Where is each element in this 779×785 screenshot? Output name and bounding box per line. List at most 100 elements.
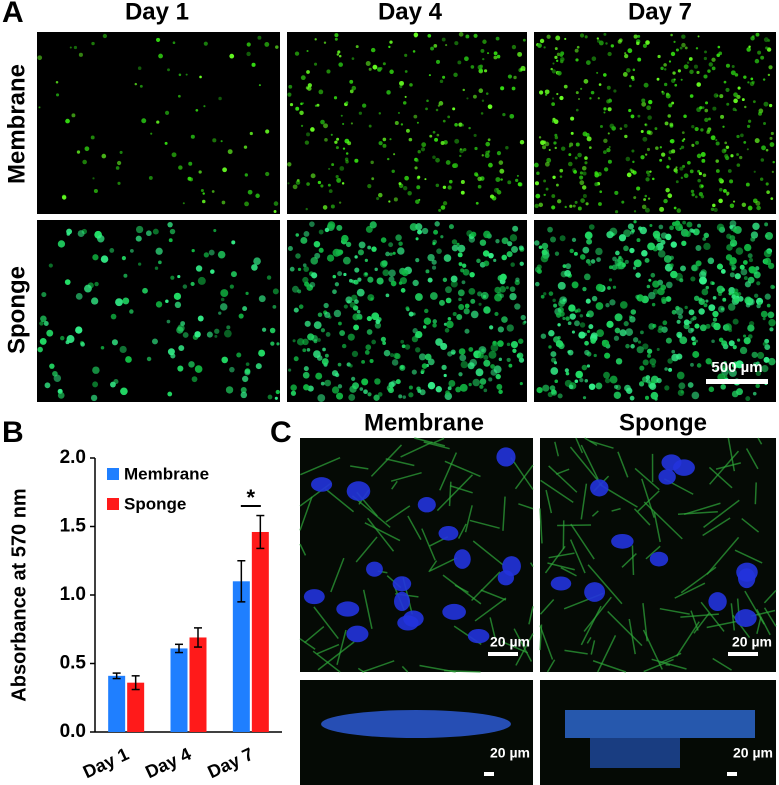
cell xyxy=(94,281,99,287)
cell xyxy=(681,131,685,134)
cell xyxy=(606,147,611,153)
cell xyxy=(643,198,647,202)
cell xyxy=(539,38,545,44)
cell xyxy=(367,184,372,189)
cell xyxy=(507,241,513,247)
cell xyxy=(706,130,711,135)
cell xyxy=(365,344,372,351)
cell xyxy=(416,185,421,190)
cell xyxy=(300,236,308,244)
cell xyxy=(246,51,251,57)
cell xyxy=(433,43,438,48)
cell xyxy=(735,360,744,369)
cell xyxy=(92,177,95,180)
cell xyxy=(324,353,329,358)
cell xyxy=(141,118,147,124)
cell xyxy=(663,82,668,87)
cell xyxy=(698,308,705,315)
cell xyxy=(298,304,304,309)
cell xyxy=(725,63,730,68)
cell xyxy=(316,103,320,107)
cell xyxy=(330,204,335,209)
x-tick-label: Day 7 xyxy=(205,744,257,782)
cell xyxy=(606,320,614,328)
cell xyxy=(541,249,548,256)
cell xyxy=(727,169,732,173)
cell xyxy=(724,154,729,159)
cell xyxy=(766,47,772,52)
micrograph xyxy=(534,32,776,214)
cell xyxy=(581,165,587,171)
cell xyxy=(135,235,142,242)
cell xyxy=(388,200,391,203)
cell xyxy=(313,62,318,66)
cell xyxy=(756,361,760,366)
cell xyxy=(675,223,683,232)
cell xyxy=(389,252,393,256)
cell xyxy=(771,285,776,289)
cell xyxy=(681,139,685,142)
cell xyxy=(43,321,49,326)
nucleus xyxy=(346,625,369,643)
cell xyxy=(763,101,769,107)
cell xyxy=(535,281,540,287)
cell xyxy=(483,306,491,314)
cell xyxy=(544,161,550,167)
cell xyxy=(664,367,668,371)
cell xyxy=(318,229,324,235)
cell xyxy=(354,267,360,273)
cell xyxy=(645,375,651,380)
cell xyxy=(349,79,354,84)
cell xyxy=(432,239,437,245)
fiber xyxy=(709,450,740,485)
cell xyxy=(440,141,445,145)
cell xyxy=(552,175,556,179)
cell xyxy=(679,278,684,283)
cell xyxy=(747,81,750,84)
cell xyxy=(772,160,775,164)
cell xyxy=(336,224,343,231)
cell xyxy=(613,384,619,389)
cell xyxy=(402,395,407,399)
cell xyxy=(337,362,342,367)
cell xyxy=(479,239,487,246)
fiber xyxy=(548,552,575,559)
cell xyxy=(699,324,707,332)
cell xyxy=(607,159,612,164)
cell xyxy=(370,47,376,53)
cell xyxy=(763,257,772,266)
cell xyxy=(480,48,485,53)
cell xyxy=(518,338,524,344)
cell xyxy=(763,249,772,258)
cell xyxy=(767,39,771,42)
cell xyxy=(661,91,665,95)
cell xyxy=(692,350,700,358)
cell xyxy=(636,41,640,46)
cell xyxy=(681,34,686,39)
cell xyxy=(557,393,563,399)
cell xyxy=(711,66,716,71)
bar xyxy=(232,581,250,732)
cell xyxy=(502,112,506,117)
cell xyxy=(689,228,694,233)
cell xyxy=(427,253,435,262)
cell xyxy=(459,148,464,154)
cell xyxy=(320,328,326,333)
cell xyxy=(467,362,475,370)
cell xyxy=(748,320,755,327)
cell xyxy=(477,291,483,297)
cell xyxy=(559,235,566,242)
cell xyxy=(443,373,447,378)
cell xyxy=(229,53,235,59)
cell xyxy=(272,305,277,309)
cell xyxy=(465,34,470,39)
fiber xyxy=(471,571,501,602)
cell xyxy=(435,59,441,64)
cell xyxy=(404,53,408,57)
cell xyxy=(644,207,650,213)
cell xyxy=(585,60,591,65)
cell xyxy=(444,328,450,333)
cell xyxy=(257,35,262,40)
cell xyxy=(660,66,664,71)
cell xyxy=(400,288,406,293)
